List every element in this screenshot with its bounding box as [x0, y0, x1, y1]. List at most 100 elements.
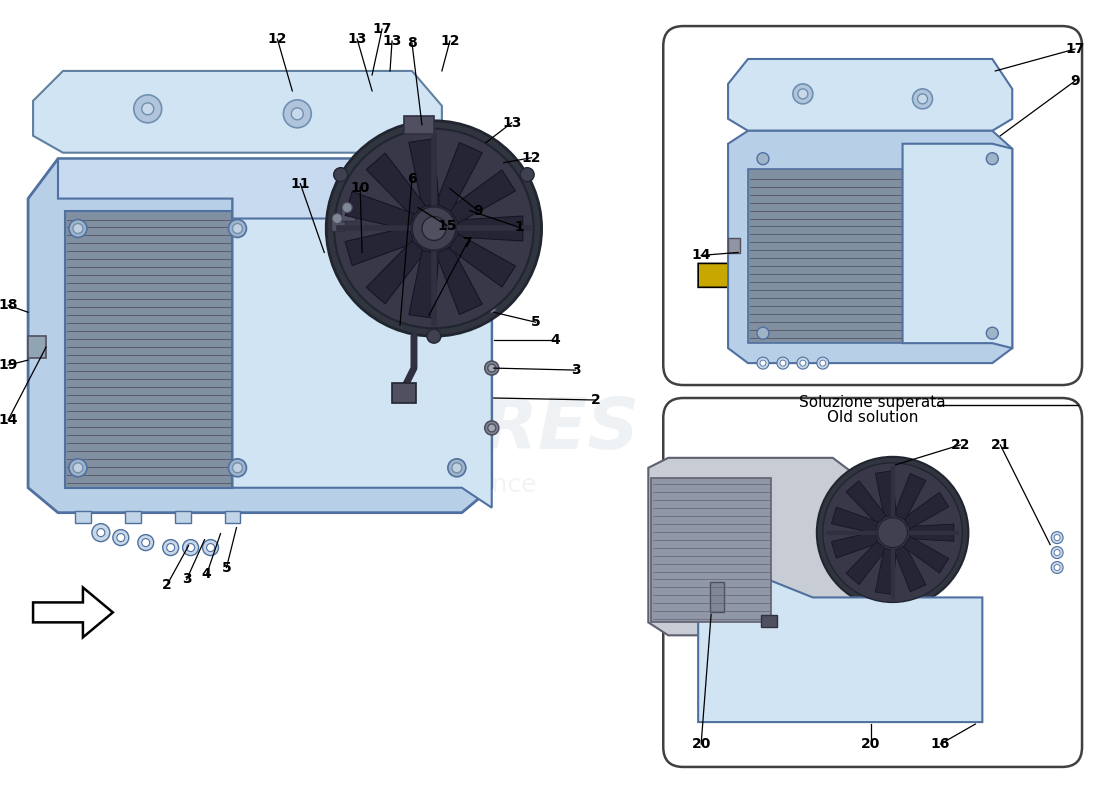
- Polygon shape: [876, 470, 896, 517]
- Text: 6: 6: [407, 172, 417, 186]
- Bar: [748, 169, 903, 343]
- Polygon shape: [345, 191, 414, 230]
- Circle shape: [913, 89, 933, 109]
- Bar: [341, 205, 355, 221]
- Circle shape: [333, 168, 348, 182]
- Polygon shape: [698, 250, 778, 300]
- Circle shape: [284, 100, 311, 128]
- Circle shape: [69, 459, 87, 477]
- Text: 13: 13: [502, 116, 521, 130]
- Circle shape: [232, 463, 242, 473]
- Text: 22: 22: [950, 438, 970, 452]
- Circle shape: [412, 206, 455, 250]
- Polygon shape: [366, 153, 425, 216]
- Text: 20: 20: [861, 737, 880, 751]
- Circle shape: [987, 153, 999, 165]
- Circle shape: [917, 94, 927, 104]
- Text: 17: 17: [373, 22, 392, 36]
- Circle shape: [777, 357, 789, 369]
- Bar: [175, 510, 190, 522]
- Text: 14: 14: [692, 249, 711, 262]
- Circle shape: [1054, 534, 1060, 541]
- Bar: [392, 383, 416, 403]
- FancyBboxPatch shape: [663, 398, 1082, 767]
- Polygon shape: [728, 130, 1012, 363]
- Text: a passion for performance: a passion for performance: [207, 473, 537, 497]
- Circle shape: [452, 223, 462, 234]
- Circle shape: [183, 539, 199, 555]
- Text: 10: 10: [351, 181, 370, 194]
- Text: 2: 2: [591, 393, 601, 407]
- FancyBboxPatch shape: [663, 26, 1082, 385]
- Polygon shape: [832, 507, 878, 534]
- Circle shape: [142, 103, 154, 115]
- Circle shape: [485, 302, 498, 315]
- Polygon shape: [903, 537, 948, 573]
- Circle shape: [796, 357, 808, 369]
- Circle shape: [92, 524, 110, 542]
- Circle shape: [800, 360, 806, 366]
- Circle shape: [487, 304, 496, 312]
- Circle shape: [485, 421, 498, 435]
- Circle shape: [113, 530, 129, 546]
- Bar: [404, 116, 433, 134]
- Polygon shape: [832, 531, 878, 558]
- Circle shape: [229, 459, 246, 477]
- Text: 1: 1: [515, 221, 525, 234]
- Circle shape: [427, 330, 441, 343]
- Circle shape: [487, 364, 496, 372]
- Text: Soluzione superata: Soluzione superata: [800, 395, 946, 410]
- Circle shape: [485, 361, 498, 375]
- Text: 16: 16: [931, 737, 950, 751]
- Circle shape: [422, 217, 446, 241]
- Polygon shape: [366, 241, 425, 304]
- Text: 14: 14: [0, 413, 18, 427]
- Text: 9: 9: [1070, 74, 1080, 88]
- Bar: [65, 210, 232, 488]
- Circle shape: [163, 539, 178, 555]
- Polygon shape: [33, 587, 113, 638]
- Polygon shape: [894, 474, 926, 520]
- Bar: [761, 615, 777, 627]
- Text: 9: 9: [473, 203, 483, 218]
- Bar: [728, 238, 740, 254]
- Polygon shape: [728, 59, 1012, 130]
- Polygon shape: [449, 170, 516, 223]
- Text: 15: 15: [437, 218, 456, 233]
- Circle shape: [332, 214, 342, 223]
- Text: 5: 5: [530, 315, 540, 330]
- Circle shape: [1052, 562, 1063, 574]
- Polygon shape: [449, 234, 516, 287]
- Bar: [711, 582, 724, 612]
- Text: 18: 18: [0, 298, 18, 312]
- Bar: [124, 510, 141, 522]
- Circle shape: [292, 108, 304, 120]
- Circle shape: [757, 153, 769, 165]
- Circle shape: [1054, 550, 1060, 555]
- Text: 3: 3: [182, 573, 191, 586]
- Text: Old solution: Old solution: [827, 410, 918, 425]
- Circle shape: [793, 84, 813, 104]
- Polygon shape: [903, 144, 1012, 348]
- Text: 12: 12: [267, 32, 287, 46]
- Circle shape: [232, 223, 242, 234]
- Text: EUROSPARES: EUROSPARES: [104, 395, 640, 465]
- Circle shape: [202, 539, 219, 555]
- Text: 12: 12: [440, 34, 460, 48]
- Polygon shape: [409, 250, 439, 318]
- Bar: [29, 336, 46, 358]
- Circle shape: [69, 219, 87, 238]
- Bar: [331, 215, 345, 231]
- Circle shape: [487, 424, 496, 432]
- Text: 20: 20: [692, 737, 711, 751]
- Circle shape: [987, 327, 999, 339]
- Circle shape: [820, 360, 826, 366]
- Text: 2: 2: [162, 578, 172, 593]
- Polygon shape: [876, 549, 896, 594]
- Circle shape: [342, 202, 352, 213]
- Text: 19: 19: [0, 358, 18, 372]
- Polygon shape: [458, 216, 522, 241]
- Polygon shape: [894, 546, 926, 592]
- Circle shape: [97, 529, 104, 537]
- Circle shape: [73, 223, 82, 234]
